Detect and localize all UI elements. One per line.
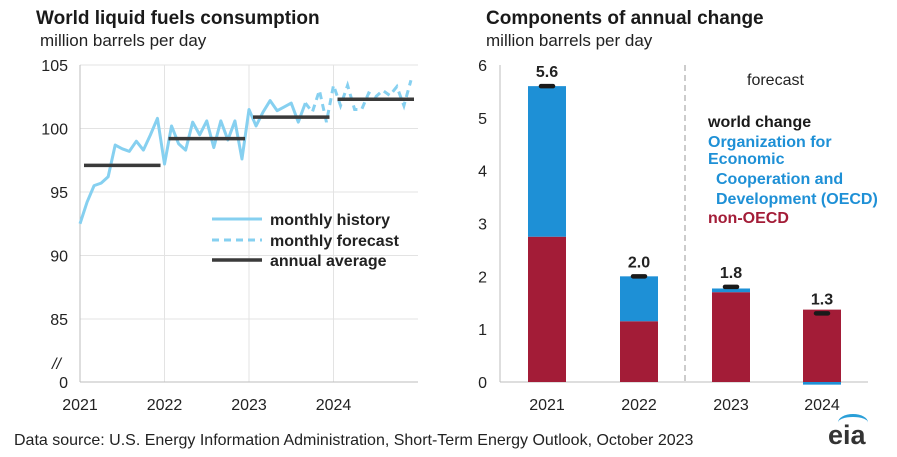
axis-break-mark: //: [51, 356, 62, 373]
bar-oecd: [712, 288, 750, 293]
right-chart-subtitle: million barrels per day: [486, 31, 653, 50]
eia-logo-arc: [838, 414, 868, 431]
x-tick-label: 2024: [804, 397, 840, 414]
x-tick-label: 2021: [529, 397, 565, 414]
y-tick-label: 100: [41, 122, 68, 139]
y-tick-label: 6: [478, 58, 487, 75]
legend-label: Economic: [708, 151, 785, 168]
eia-logo: eia: [828, 420, 866, 450]
y-tick-label: 3: [478, 217, 487, 234]
y-tick-label: 0: [59, 375, 68, 392]
y-tick-label: 90: [50, 249, 68, 266]
data-source-note: Data source: U.S. Energy Information Adm…: [14, 432, 694, 449]
right-chart-title: Components of annual change: [486, 8, 764, 29]
y-tick-label: 4: [478, 164, 487, 181]
series-monthly-forecast: [304, 79, 413, 123]
legend-label: world change: [707, 114, 811, 131]
legend-label: monthly forecast: [270, 233, 400, 250]
bar-non-oecd: [620, 321, 658, 382]
left-chart-subtitle: million barrels per day: [40, 31, 207, 50]
y-tick-label: 0: [478, 375, 487, 392]
world-change-label: 1.3: [811, 291, 833, 308]
legend-label: Organization for: [708, 134, 832, 151]
x-tick-label: 2022: [621, 397, 657, 414]
x-tick-label: 2024: [316, 397, 352, 414]
legend-label: monthly history: [270, 212, 390, 229]
bar-oecd: [803, 382, 841, 385]
legend-label: Development (OECD): [716, 191, 878, 208]
bar-non-oecd: [528, 236, 566, 382]
world-change-label: 2.0: [628, 254, 650, 271]
y-tick-label: 105: [41, 58, 68, 75]
bar-non-oecd: [712, 292, 750, 382]
y-tick-label: 1: [478, 322, 487, 339]
left-chart-title: World liquid fuels consumption: [36, 8, 320, 29]
bar-oecd: [528, 86, 566, 237]
y-tick-label: 85: [50, 312, 68, 329]
bar-oecd: [620, 276, 658, 322]
x-tick-label: 2023: [713, 397, 749, 414]
x-tick-label: 2023: [231, 397, 267, 414]
y-tick-label: 95: [50, 185, 68, 202]
world-change-label: 1.8: [720, 265, 742, 282]
legend-label: non-OECD: [708, 210, 789, 227]
forecast-label: forecast: [747, 72, 804, 89]
x-tick-label: 2021: [62, 397, 98, 414]
series-monthly-history: [78, 99, 307, 225]
legend-label: Cooperation and: [716, 171, 843, 188]
y-tick-label: 5: [478, 111, 487, 128]
y-tick-label: 2: [478, 269, 487, 286]
bar-non-oecd: [803, 309, 841, 382]
x-tick-label: 2022: [147, 397, 183, 414]
world-change-label: 5.6: [536, 64, 558, 81]
legend-label: annual average: [270, 253, 387, 270]
